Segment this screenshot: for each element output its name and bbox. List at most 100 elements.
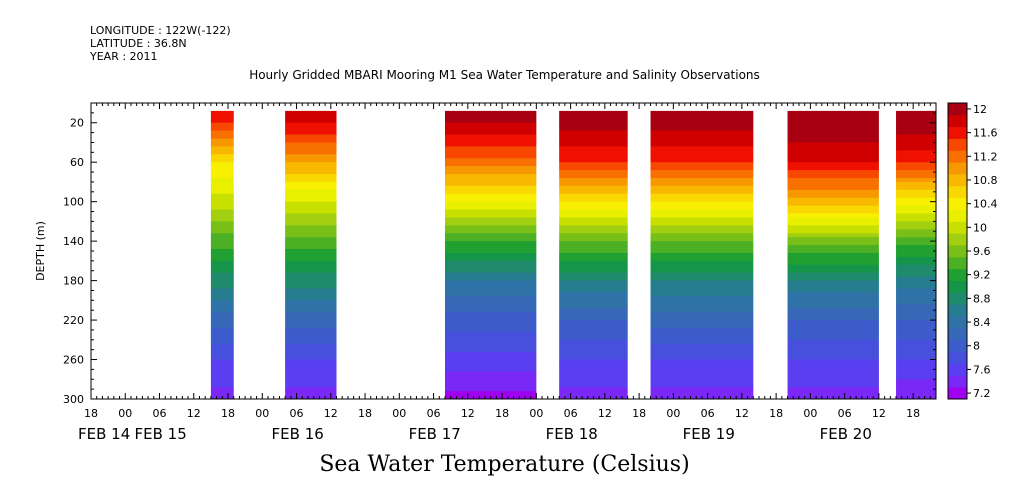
segment-cell — [444, 233, 537, 238]
colorbar-tick-label: 8 — [973, 340, 980, 353]
colorbar-tick-label: 9.6 — [973, 245, 991, 258]
segment-cell — [210, 284, 234, 290]
colorbar-tick-label: 10.4 — [973, 198, 998, 211]
segment-cell — [210, 331, 234, 337]
segment-cell — [210, 327, 234, 333]
segment-cell — [210, 304, 234, 309]
segment-cell — [650, 363, 754, 369]
x-tick-label: 00 — [666, 407, 680, 420]
segment-cell — [444, 225, 537, 230]
segment-cell — [444, 387, 537, 392]
segment-cell — [896, 237, 936, 242]
segment-cell — [787, 296, 879, 301]
segment-cell — [285, 142, 337, 148]
segment-cell — [559, 367, 628, 372]
segment-cell — [650, 300, 754, 305]
segment-cell — [444, 359, 537, 365]
segment-cell — [285, 327, 337, 333]
segment-cell — [285, 205, 337, 211]
segment-cell — [210, 367, 234, 372]
segment-cell — [444, 185, 537, 191]
x-tick-label: 06 — [838, 407, 852, 420]
segment-cell — [896, 367, 936, 372]
segment-cell — [896, 296, 936, 301]
segment-cell — [650, 126, 754, 132]
x-axis: 18 00 06 12 18 00 06 12 18 00 06 12 18 00 06 12 18 00 06 12… — [78, 103, 937, 443]
colorbar-tick-label: 11.2 — [973, 150, 998, 163]
segment-cell — [285, 162, 337, 167]
segment-cell — [285, 284, 337, 290]
segment-cell — [285, 245, 337, 250]
segment-cell — [444, 304, 537, 309]
segment-cell — [559, 252, 628, 258]
x-tick-label: 12 — [872, 407, 886, 420]
segment-cell — [896, 170, 936, 175]
segment-cell — [210, 268, 234, 274]
segment-cell — [896, 189, 936, 195]
segment-cell — [285, 387, 337, 392]
segment-cell — [559, 359, 628, 365]
x-tick-label: 06 — [427, 407, 441, 420]
segment-cell — [285, 146, 337, 151]
segment-cell — [896, 174, 936, 179]
year-label: YEAR : 2011 — [90, 50, 158, 63]
segment-cell — [285, 134, 337, 140]
segment-cell — [896, 335, 936, 341]
data-segment-1 — [285, 110, 337, 399]
segment-cell — [559, 312, 628, 317]
segment-cell — [444, 288, 537, 294]
segment-cell — [444, 371, 537, 376]
segment-cell — [559, 327, 628, 333]
data-segment-2 — [444, 110, 537, 399]
colorbar: 12 11.6 11.2 10.8 10.4 10 9.6 9.2 8.8 8.4 8 7.6 7.2 — [947, 102, 998, 400]
segment-cell — [285, 395, 337, 399]
segment-cell — [787, 367, 879, 372]
colorbar-swatch — [948, 387, 967, 400]
segment-cell — [285, 174, 337, 179]
x-tick-label: 00 — [255, 407, 269, 420]
segment-cell — [896, 260, 936, 266]
colorbar-swatch — [948, 304, 967, 317]
segment-cell — [559, 177, 628, 183]
segment-cell — [559, 166, 628, 171]
segment-cell — [285, 355, 337, 361]
segment-cell — [285, 181, 337, 187]
segment-cell — [787, 327, 879, 333]
segment-cell — [896, 327, 936, 333]
segment-cell — [559, 154, 628, 159]
segment-cell — [559, 130, 628, 136]
segment-cell — [210, 118, 234, 124]
segment-cell — [444, 347, 537, 353]
segment-cell — [559, 181, 628, 187]
x-tick-label: 00 — [803, 407, 817, 420]
segment-cell — [285, 379, 337, 384]
segment-cell — [787, 312, 879, 317]
segment-cell — [444, 268, 537, 274]
segment-cell — [210, 324, 234, 329]
y-axis: 20 60 100 140 180 220 260 300 — [63, 112, 936, 406]
segment-cell — [559, 343, 628, 349]
segment-cell — [650, 304, 754, 309]
segment-cell — [787, 221, 879, 226]
segment-cell — [559, 233, 628, 238]
segment-cell — [896, 339, 936, 345]
segment-cell — [210, 387, 234, 392]
segment-cell — [650, 110, 754, 116]
segment-cell — [787, 185, 879, 191]
segment-cell — [896, 181, 936, 187]
segment-cell — [444, 181, 537, 187]
segment-cell — [650, 201, 754, 207]
y-tick-label: 140 — [63, 235, 84, 248]
segment-cell — [444, 150, 537, 155]
segment-cell — [787, 355, 879, 361]
segment-cell — [559, 383, 628, 388]
segment-cell — [559, 355, 628, 361]
segment-cell — [896, 241, 936, 246]
segment-cell — [444, 351, 537, 357]
segment-cell — [559, 193, 628, 199]
latitude-label: LATITUDE : 36.8N — [90, 37, 187, 50]
segment-cell — [787, 118, 879, 124]
segment-cell — [896, 197, 936, 203]
segment-cell — [787, 158, 879, 163]
segment-cell — [285, 260, 337, 266]
